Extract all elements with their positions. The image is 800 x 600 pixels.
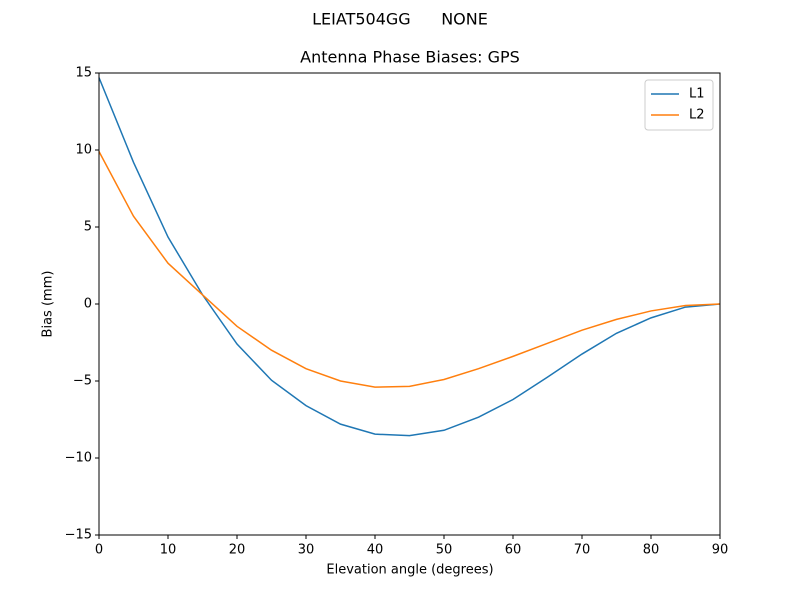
x-tick-label: 50: [436, 543, 453, 558]
x-tick-label: 0: [95, 543, 103, 558]
chart-title: Antenna Phase Biases: GPS: [300, 48, 520, 67]
x-axis-label: Elevation angle (degrees): [326, 563, 493, 578]
x-tick-label: 80: [643, 543, 660, 558]
y-tick-label: 5: [84, 220, 92, 235]
x-tick-label: 70: [574, 543, 591, 558]
y-tick-label: −10: [65, 451, 92, 466]
legend-box: [644, 79, 714, 131]
x-tick-label: 90: [712, 543, 729, 558]
legend-label: L2: [689, 108, 705, 123]
y-tick-label: 10: [75, 143, 92, 158]
y-tick-label: −15: [65, 528, 92, 543]
line-series: [98, 151, 721, 388]
x-tick-label: 10: [160, 543, 177, 558]
y-tick-label: 15: [75, 66, 92, 81]
x-tick-label: 30: [298, 543, 315, 558]
plot-frame: [98, 72, 721, 536]
x-tick-label: 20: [229, 543, 246, 558]
y-tick-label: 0: [84, 297, 92, 312]
x-tick-label: 60: [505, 543, 522, 558]
x-tick-label: 40: [367, 543, 384, 558]
y-axis-label: Bias (mm): [41, 271, 56, 338]
suptitle: LEIAT504GG NONE: [312, 10, 488, 29]
legend-label: L1: [689, 87, 705, 102]
y-tick-label: −5: [73, 374, 92, 389]
